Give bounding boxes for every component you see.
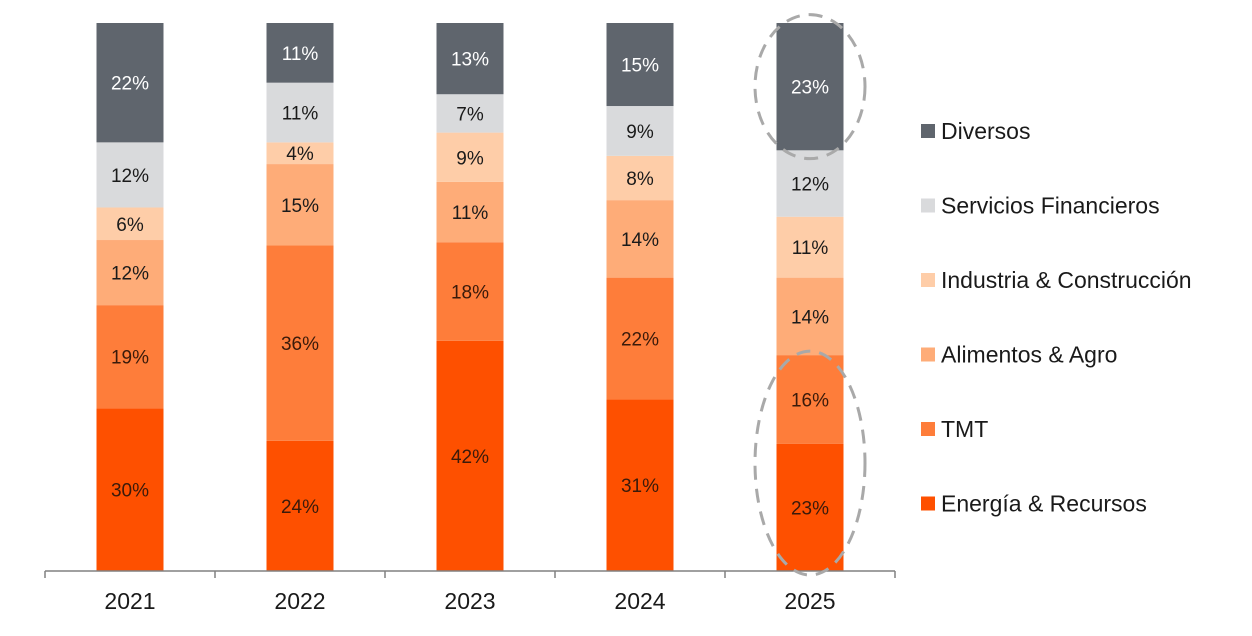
x-tick-label-2023: 2023 <box>444 588 495 614</box>
highlight-ellipse-diversos-2025 <box>753 13 867 161</box>
data-label-diversos-2025: 23% <box>791 78 829 99</box>
data-label-tmt-2025: 16% <box>791 390 829 411</box>
data-label-servicios-financieros-2023: 7% <box>456 104 484 125</box>
bar-segment-diversos-2022 <box>266 23 334 83</box>
data-label-alimentos-and-agro-2024: 14% <box>621 230 659 251</box>
legend-swatch-servicios-financieros <box>921 198 935 213</box>
data-label-servicios-financieros-2022: 11% <box>282 104 319 125</box>
bar-segment-servicios-financieros-2025 <box>776 150 844 217</box>
data-label-alimentos-and-agro-2022: 15% <box>281 196 319 217</box>
bar-segment-alimentos-and-agro-2025 <box>776 277 844 356</box>
data-label-energia-and-recursos-2025: 23% <box>791 498 829 519</box>
data-label-servicios-financieros-2024: 9% <box>626 122 654 143</box>
bar-segment-industria-and-construccion-2024 <box>606 155 674 201</box>
data-label-diversos-2022: 11% <box>282 44 319 65</box>
data-label-energia-and-recursos-2024: 31% <box>621 476 659 497</box>
legend-swatch-alimentos-and-agro <box>921 347 935 362</box>
bar-segment-industria-and-construccion-2025 <box>776 216 844 278</box>
data-label-alimentos-and-agro-2021: 12% <box>111 264 149 285</box>
x-tick-label-2021: 2021 <box>104 588 155 614</box>
bar-segment-energia-and-recursos-2021 <box>96 408 164 571</box>
bars-layer <box>96 23 844 571</box>
legend-swatch-industria-and-construccion <box>921 273 935 287</box>
legend-label-tmt: TMT <box>941 416 988 442</box>
bar-segment-diversos-2023 <box>436 23 504 95</box>
bar-segment-energia-and-recursos-2025 <box>776 443 844 571</box>
data-label-energia-and-recursos-2023: 42% <box>451 447 489 468</box>
legend-label-industria-and-construccion: Industria & Construcción <box>941 267 1192 293</box>
bar-segment-energia-and-recursos-2023 <box>436 340 504 571</box>
bar-segment-tmt-2024 <box>606 277 674 400</box>
highlight-ellipse-energia-tmt-2025 <box>753 349 867 577</box>
bar-segment-industria-and-construccion-2021 <box>96 207 164 241</box>
data-label-energia-and-recursos-2021: 30% <box>111 481 149 502</box>
bar-segment-energia-and-recursos-2024 <box>606 399 674 571</box>
bar-segment-alimentos-and-agro-2023 <box>436 181 504 243</box>
bar-segment-servicios-financieros-2022 <box>266 82 334 143</box>
x-tick-label-2022: 2022 <box>274 588 325 614</box>
segment-labels-layer: 30% 19% 12% 6% 12% 22% 24% 36% 15% 4% 11% 11% 42% 18%… <box>111 44 829 520</box>
data-label-industria-and-construccion-2025: 11% <box>792 238 829 259</box>
data-label-diversos-2023: 13% <box>451 50 489 71</box>
data-label-tmt-2021: 19% <box>111 348 149 369</box>
bar-segment-servicios-financieros-2023 <box>436 94 504 133</box>
data-label-diversos-2024: 15% <box>621 56 659 77</box>
data-label-servicios-financieros-2025: 12% <box>791 175 829 196</box>
data-label-alimentos-and-agro-2023: 11% <box>452 203 489 224</box>
data-label-industria-and-construccion-2023: 9% <box>456 148 484 169</box>
data-label-servicios-financieros-2021: 12% <box>111 166 149 187</box>
data-label-industria-and-construccion-2024: 8% <box>626 169 654 190</box>
highlight-ellipses <box>753 13 867 577</box>
bar-segment-tmt-2023 <box>436 242 504 341</box>
bar-segment-alimentos-and-agro-2021 <box>96 240 164 306</box>
bar-segment-alimentos-and-agro-2024 <box>606 200 674 278</box>
bar-segment-diversos-2021 <box>96 23 164 143</box>
data-label-tmt-2022: 36% <box>281 334 319 355</box>
legend: Diversos Servicios Financieros Industria &… <box>921 118 1192 517</box>
x-tick-label-2024: 2024 <box>614 588 665 614</box>
bar-segment-tmt-2022 <box>266 245 334 441</box>
x-tick-labels: 2021 2022 2023 2024 2025 <box>104 588 835 614</box>
x-axis <box>44 570 896 578</box>
bar-segment-alimentos-and-agro-2022 <box>266 164 334 246</box>
data-label-tmt-2023: 18% <box>451 283 489 304</box>
legend-label-diversos: Diversos <box>941 118 1030 144</box>
data-label-tmt-2024: 22% <box>621 330 659 351</box>
data-label-energia-and-recursos-2022: 24% <box>281 497 319 518</box>
legend-swatch-tmt <box>921 422 935 436</box>
bar-segment-servicios-financieros-2021 <box>96 142 164 208</box>
bar-segment-tmt-2025 <box>776 355 844 444</box>
bar-segment-diversos-2025 <box>776 23 844 151</box>
bar-segment-industria-and-construccion-2023 <box>436 132 504 182</box>
bar-segment-tmt-2021 <box>96 305 164 409</box>
legend-label-alimentos-and-agro: Alimentos & Agro <box>941 342 1117 368</box>
data-label-industria-and-construccion-2022: 4% <box>286 144 314 165</box>
data-label-industria-and-construccion-2021: 6% <box>116 215 144 236</box>
bar-segment-energia-and-recursos-2022 <box>266 440 334 571</box>
x-tick-label-2025: 2025 <box>784 588 835 614</box>
legend-swatch-energia-and-recursos <box>921 496 935 511</box>
data-label-diversos-2021: 22% <box>111 74 149 95</box>
legend-label-energia-and-recursos: Energía & Recursos <box>941 491 1147 517</box>
legend-label-servicios-financieros: Servicios Financieros <box>941 193 1160 219</box>
bar-segment-diversos-2024 <box>606 23 674 107</box>
bar-segment-industria-and-construccion-2022 <box>266 142 334 165</box>
bar-segment-servicios-financieros-2024 <box>606 106 674 156</box>
legend-swatch-diversos <box>921 124 935 138</box>
data-label-alimentos-and-agro-2025: 14% <box>791 307 829 328</box>
